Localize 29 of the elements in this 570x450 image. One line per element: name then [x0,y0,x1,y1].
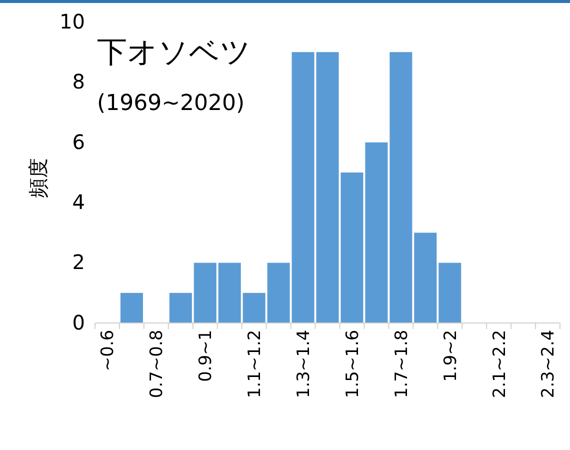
bar [169,292,192,323]
x-tick-label: 1.1~1.2 [245,330,266,398]
y-tick-label: 2 [72,250,85,274]
x-tick-label: 2.1~2.2 [490,330,510,398]
y-tick-label: 6 [72,130,85,154]
x-tick-label: 1.9~2 [440,330,461,382]
bar [438,262,462,323]
x-tick-label: 0.9~1 [196,330,216,382]
text: (1969~2020) [97,91,245,116]
y-tick-label: 10 [60,9,85,34]
x-tick-label: ~0.6 [98,330,118,372]
x-tick-label: 1.5~1.6 [342,330,363,398]
bar [120,292,143,323]
x-tick-label: 2.3~2.4 [538,330,559,398]
bar [242,292,266,323]
x-tick-label: 0.7~0.8 [147,330,168,398]
x-tick-label: 1.7~1.8 [392,330,412,398]
text: 下オソベツ [97,35,251,70]
y-tick-label: 4 [72,190,85,214]
bar [218,262,241,323]
y-tick-label: 8 [72,70,85,94]
bar [194,262,216,323]
bar [414,232,437,323]
bar [365,142,388,323]
x-tick-label: 1.3~1.4 [294,330,314,398]
bar [267,262,290,323]
y-axis-title: 頻度 [26,158,50,198]
y-tick-label: 0 [72,310,85,334]
bar [390,52,412,323]
